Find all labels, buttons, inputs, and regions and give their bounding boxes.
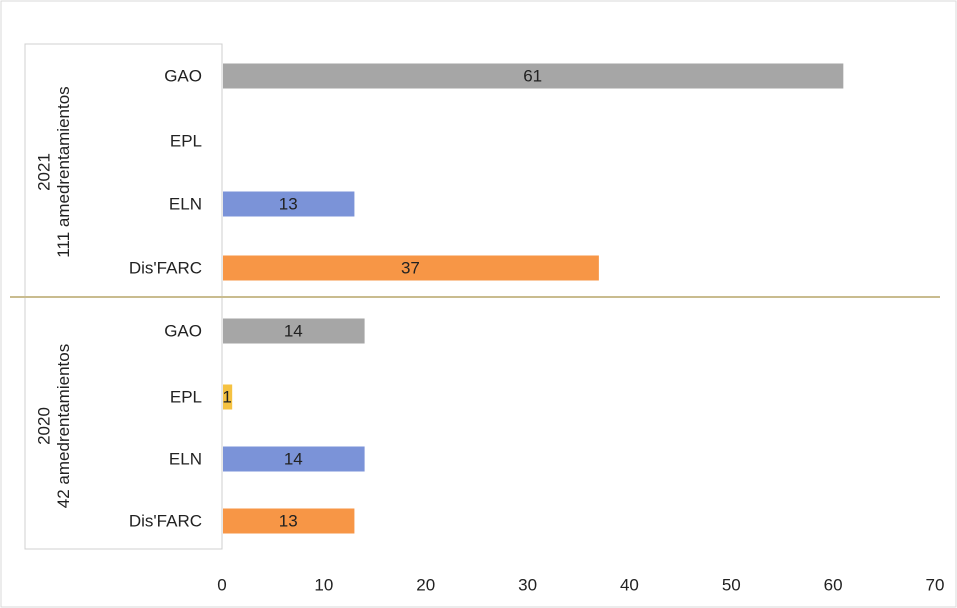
group-label-year: 2020: [34, 407, 53, 445]
data-label: 37: [401, 259, 420, 278]
group-label-count: 42 amedrentamientos: [54, 344, 73, 508]
category-label: ELN: [169, 450, 202, 469]
group-label: 2021111 amedrentamientos: [34, 86, 73, 257]
bar: [223, 508, 355, 534]
bar: [223, 191, 355, 217]
bar: [223, 446, 365, 472]
data-label: 13: [279, 195, 298, 214]
bar: [223, 255, 599, 281]
category-label: ELN: [169, 195, 202, 214]
x-tick-label: 30: [518, 576, 537, 595]
category-label: GAO: [164, 322, 202, 341]
x-tick-label: 70: [926, 576, 945, 595]
group-label-year: 2021: [34, 153, 53, 191]
x-tick-label: 60: [824, 576, 843, 595]
category-label: EPL: [170, 132, 202, 151]
category-label: Dis'FARC: [129, 512, 202, 531]
group-label: 202042 amedrentamientos: [34, 344, 73, 508]
bar: [223, 318, 365, 344]
bar: [223, 63, 844, 89]
group-label-count: 111 amedrentamientos: [54, 86, 73, 257]
x-tick-label: 40: [620, 576, 639, 595]
data-label: 14: [284, 450, 303, 469]
x-tick-label: 10: [314, 576, 333, 595]
x-tick-label: 0: [217, 576, 226, 595]
x-tick-label: 50: [722, 576, 741, 595]
data-label: 1: [222, 388, 231, 407]
category-label: GAO: [164, 67, 202, 86]
data-label: 13: [279, 512, 298, 531]
data-label: 14: [284, 322, 303, 341]
category-label: EPL: [170, 388, 202, 407]
category-label: Dis'FARC: [129, 259, 202, 278]
data-label: 61: [523, 67, 542, 86]
x-tick-label: 20: [416, 576, 435, 595]
bar: [223, 384, 233, 410]
